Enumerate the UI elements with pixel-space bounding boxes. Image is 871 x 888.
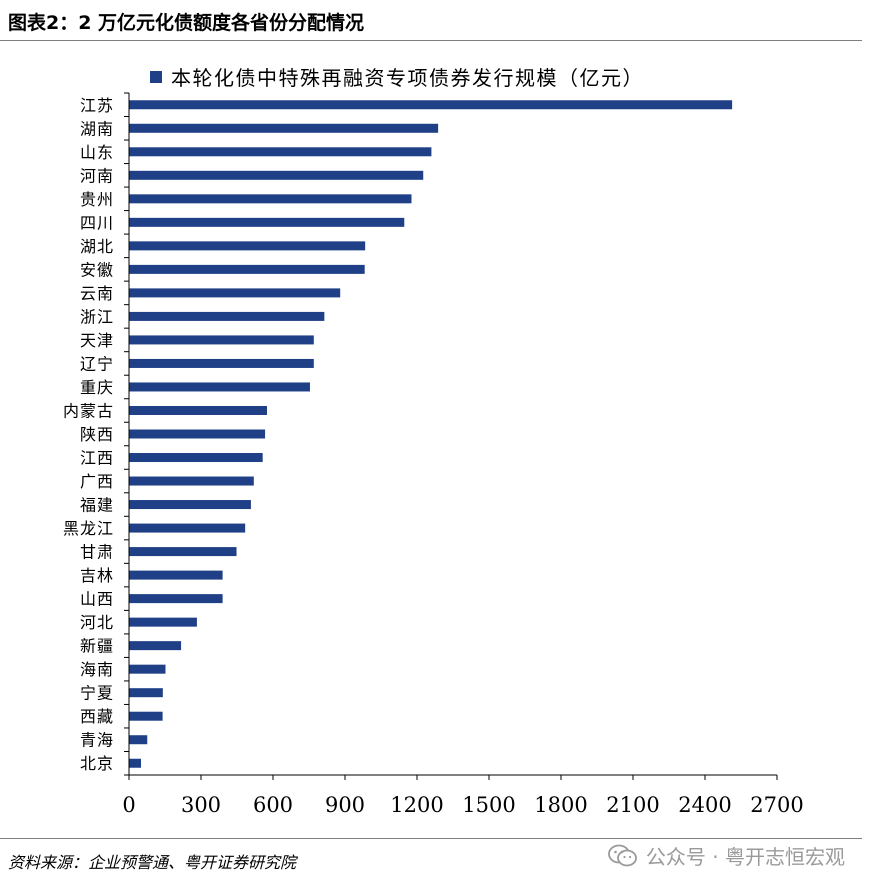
bar — [129, 429, 266, 439]
bar — [129, 311, 325, 321]
bar — [129, 194, 412, 204]
bar — [129, 688, 163, 698]
bar — [129, 170, 424, 180]
category-label: 辽宁 — [80, 354, 114, 373]
x-tick-label: 1200 — [390, 793, 443, 817]
bar — [129, 476, 254, 486]
category-label: 云南 — [80, 284, 114, 303]
category-label: 西藏 — [80, 707, 114, 726]
bar — [129, 570, 223, 580]
category-label: 吉林 — [80, 566, 114, 585]
x-tick-label: 600 — [253, 793, 293, 817]
bar — [129, 500, 251, 510]
category-label: 宁夏 — [80, 684, 114, 703]
bar — [129, 711, 163, 721]
footer-divider — [0, 838, 862, 839]
category-label: 天津 — [80, 331, 114, 350]
bar — [129, 641, 182, 651]
category-label: 浙江 — [80, 307, 114, 326]
x-tick-label: 2100 — [606, 793, 659, 817]
x-tick-label: 900 — [325, 793, 365, 817]
bar — [129, 594, 223, 604]
category-label: 江苏 — [80, 96, 114, 115]
category-label: 安徽 — [80, 260, 114, 279]
legend-swatch — [150, 70, 162, 83]
category-label: 广西 — [80, 472, 114, 491]
bar — [129, 523, 246, 533]
wechat-icon — [608, 844, 637, 866]
x-tick-label: 2400 — [678, 793, 731, 817]
category-label: 新疆 — [80, 637, 114, 656]
category-label: 河北 — [80, 613, 114, 632]
x-tick-label: 0 — [122, 793, 135, 817]
category-label: 陕西 — [80, 425, 114, 444]
x-tick-label: 1800 — [534, 793, 587, 817]
legend: 本轮化债中特殊再融资专项债券发行规模（亿元） — [150, 62, 644, 91]
category-label: 黑龙江 — [63, 519, 114, 538]
bar — [129, 382, 310, 392]
legend-label: 本轮化债中特殊再融资专项债券发行规模（亿元） — [171, 66, 644, 90]
category-label: 江西 — [80, 449, 114, 468]
category-label: 甘肃 — [80, 543, 114, 562]
watermark-text: 公众号 · 粤开志恒宏观 — [645, 845, 845, 869]
x-tick-label: 1500 — [462, 793, 515, 817]
bar — [129, 547, 237, 557]
category-label: 山西 — [80, 590, 114, 609]
bar — [129, 264, 365, 274]
category-label: 湖北 — [80, 237, 114, 256]
bar — [129, 453, 263, 463]
bar — [129, 358, 314, 368]
bar — [129, 100, 733, 110]
category-label: 河南 — [80, 166, 114, 185]
category-label: 湖南 — [80, 119, 114, 138]
category-label: 内蒙古 — [63, 401, 114, 420]
category-label: 海南 — [80, 660, 114, 679]
bar — [129, 123, 439, 133]
category-label: 贵州 — [80, 190, 114, 209]
watermark: 公众号 · 粤开志恒宏观 — [608, 841, 845, 870]
bar — [129, 217, 405, 227]
category-label: 山东 — [80, 143, 114, 162]
category-label: 青海 — [80, 731, 114, 750]
bar-chart: 江苏湖南山东河南贵州四川湖北安徽云南浙江天津辽宁重庆内蒙古陕西江西广西福建黑龙江… — [63, 92, 804, 817]
bar — [129, 735, 148, 745]
x-tick-label: 2700 — [750, 793, 803, 817]
bar — [129, 758, 141, 768]
category-label: 重庆 — [80, 378, 114, 397]
bar — [129, 617, 197, 627]
bar — [129, 664, 166, 674]
bar — [129, 405, 267, 415]
category-label: 福建 — [80, 496, 114, 515]
title-divider — [0, 40, 862, 41]
category-label: 四川 — [80, 213, 114, 232]
bar — [129, 147, 432, 157]
category-label: 北京 — [80, 754, 114, 773]
bar — [129, 288, 341, 298]
source-note: 资料来源：企业预警通、粤开证券研究院 — [8, 853, 297, 872]
chart-title: 图表2：2 万亿元化债额度各省份分配情况 — [8, 12, 365, 34]
x-tick-label: 300 — [181, 793, 221, 817]
bar — [129, 335, 314, 345]
bar — [129, 241, 366, 251]
